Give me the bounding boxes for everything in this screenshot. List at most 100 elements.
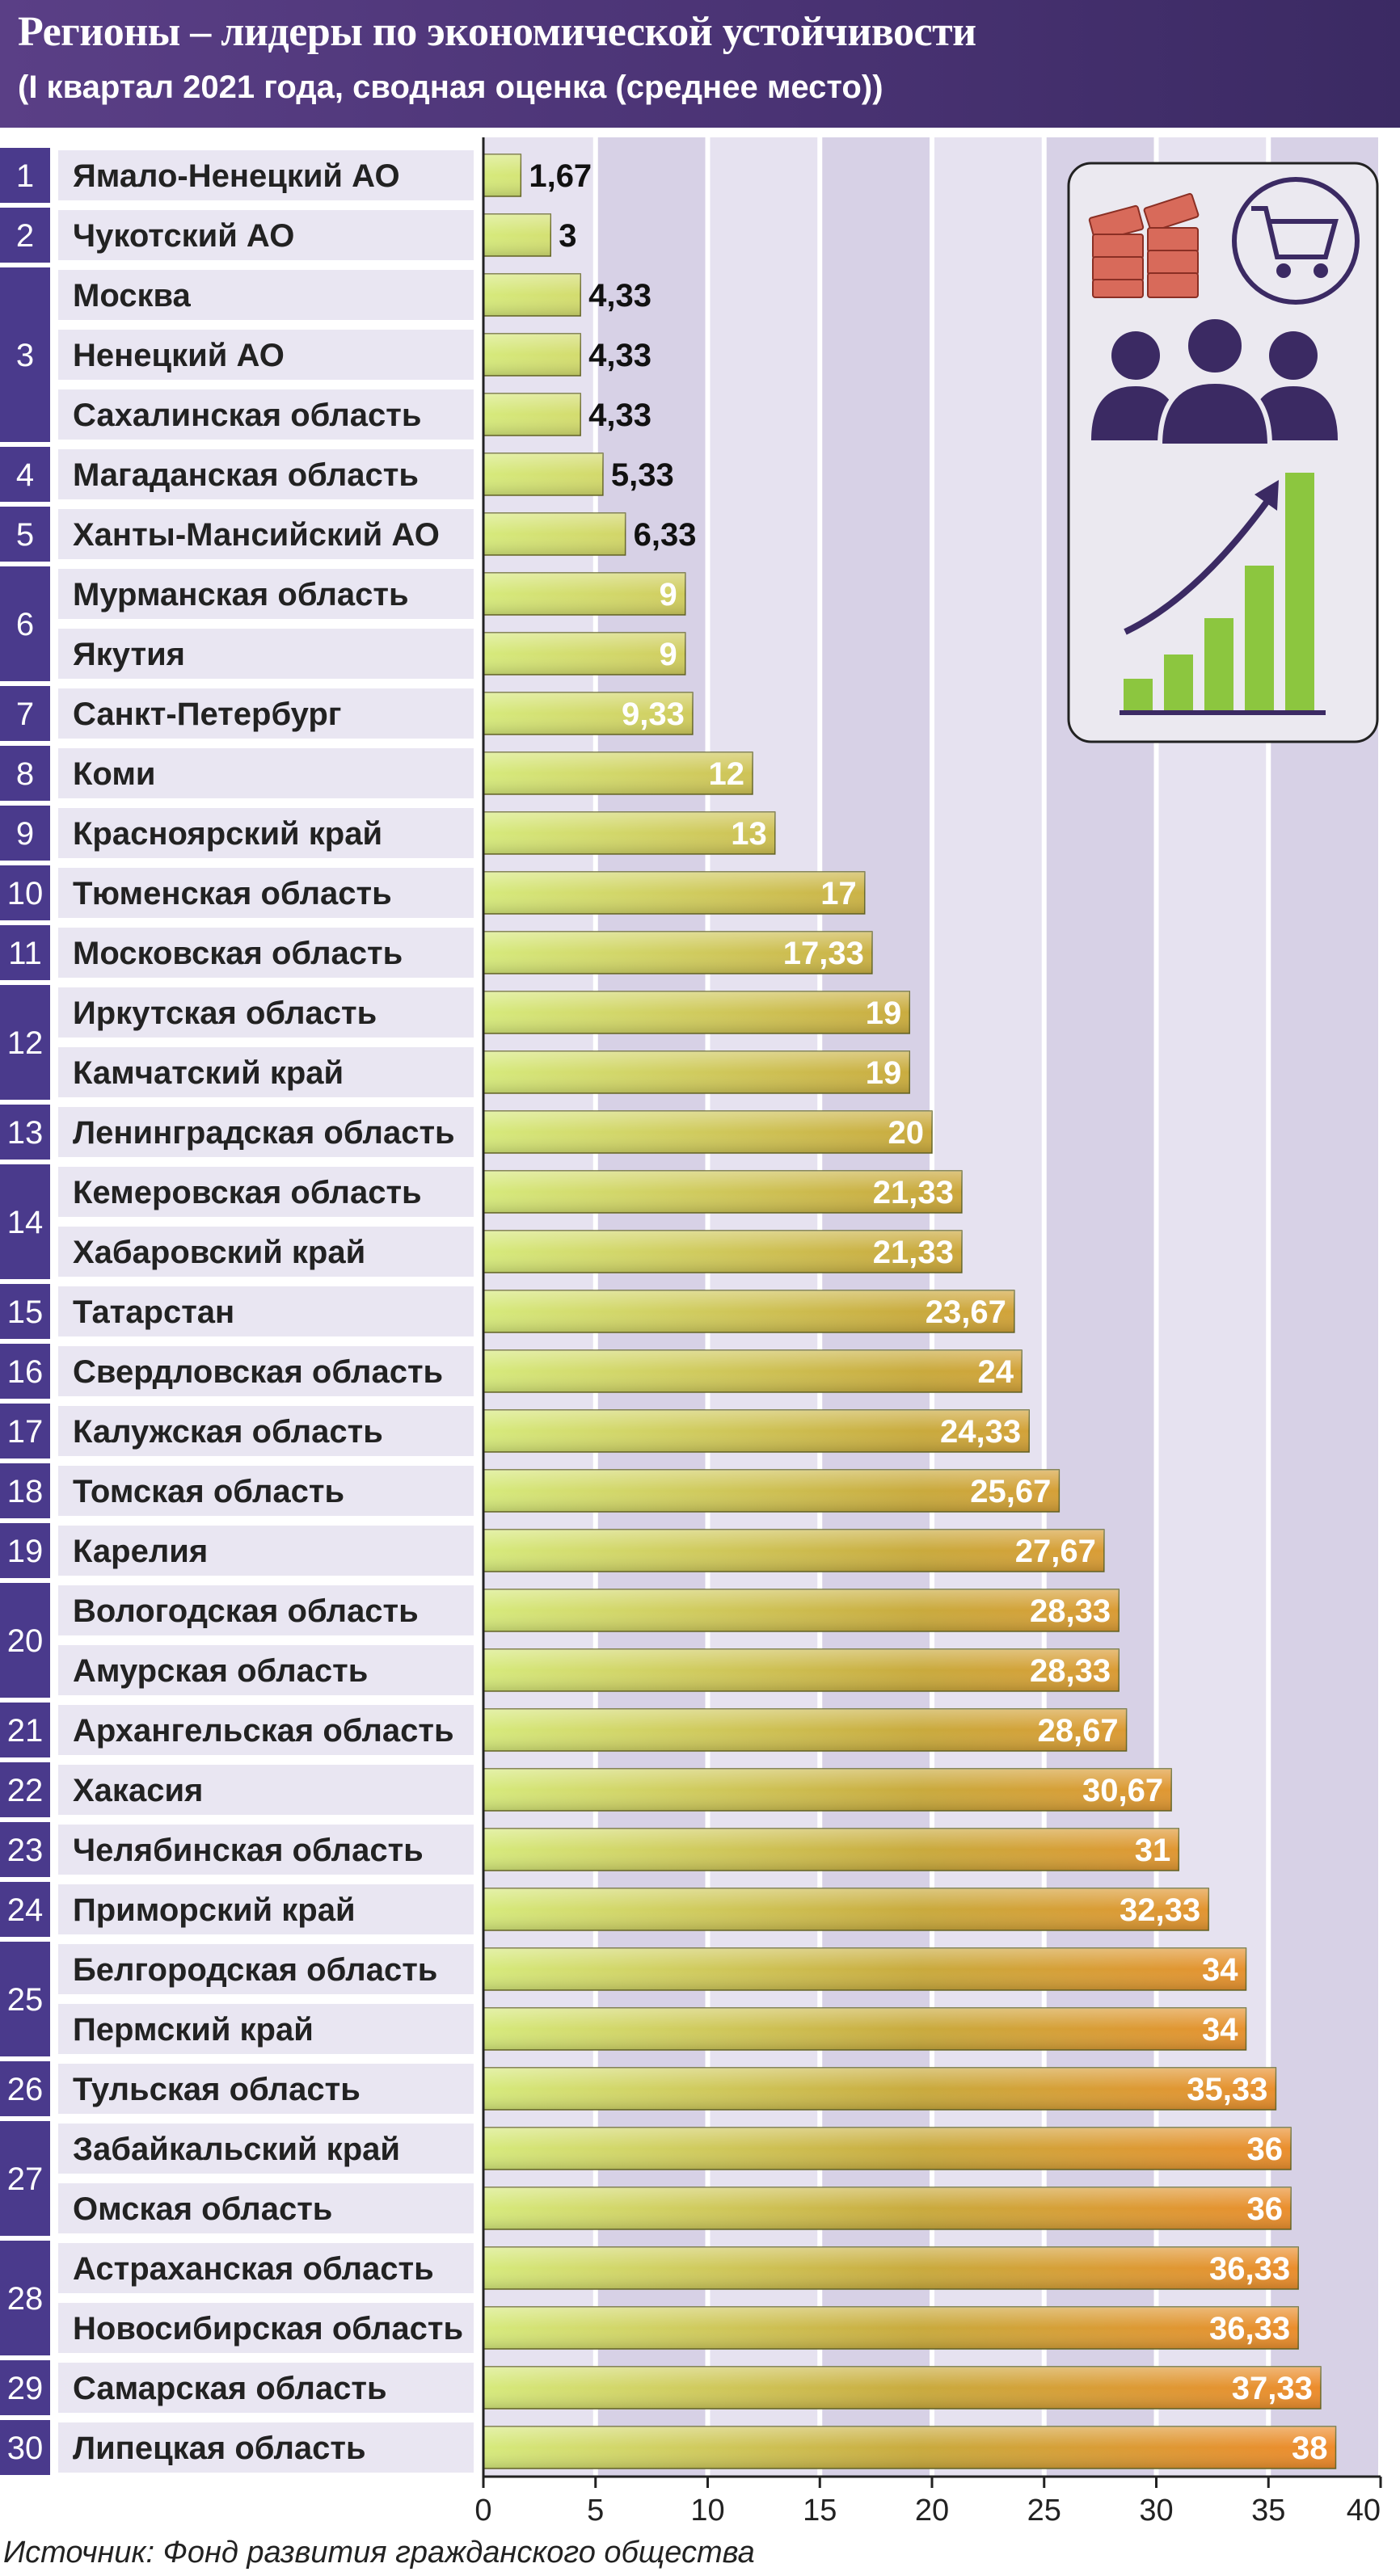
x-tick-label: 30 (1139, 2494, 1173, 2528)
rank-box (0, 686, 50, 741)
rank-box (0, 447, 50, 502)
region-name: Красноярский край (73, 816, 382, 852)
value-label: 36 (1247, 2191, 1284, 2227)
bar-shade (483, 1649, 1120, 1691)
region-name-bg (58, 2243, 474, 2293)
value-label: 37,33 (1232, 2371, 1313, 2406)
region-name: Мурманская область (73, 577, 409, 612)
region-name-bg (58, 1944, 474, 1994)
region-name: Тюменская область (73, 876, 392, 911)
rank-label: 13 (7, 1115, 44, 1151)
region-name-bg (58, 569, 474, 619)
region-name-bg (58, 1227, 474, 1277)
rank-label: 2 (16, 218, 34, 254)
x-tick-label: 10 (690, 2494, 724, 2528)
region-name-bg (58, 2422, 474, 2473)
region-name-bg (58, 1107, 474, 1157)
region-name: Московская область (73, 936, 403, 971)
rank-label: 4 (16, 457, 34, 493)
region-name-bg (58, 330, 474, 380)
region-name-bg (58, 449, 474, 499)
value-label: 3 (559, 218, 576, 254)
value-label: 27,67 (1015, 1534, 1096, 1569)
growth-chart-icon (1120, 473, 1326, 715)
bar-shade (483, 1290, 1014, 1332)
x-tick-label: 40 (1347, 2494, 1381, 2528)
rank-box (0, 566, 50, 681)
region-name: Кемеровская область (73, 1175, 422, 1210)
illustration-panel (1067, 162, 1379, 743)
region-name-bg (58, 1047, 474, 1097)
bar-shade (483, 1948, 1246, 1990)
bar-shade (483, 1111, 932, 1153)
value-label: 17 (820, 876, 857, 911)
bar-shade (483, 1709, 1127, 1751)
value-label: 21,33 (873, 1235, 954, 1270)
region-name: Томская область (73, 1474, 344, 1509)
bar-shade (483, 1888, 1209, 1930)
region-name: Вологодская область (73, 1593, 419, 1629)
value-label: 21,33 (873, 1175, 954, 1210)
value-label: 30,67 (1082, 1773, 1163, 1808)
value-label: 25,67 (970, 1474, 1051, 1509)
rank-label: 3 (16, 338, 34, 373)
region-name-bg (58, 270, 474, 320)
rank-label: 22 (7, 1773, 44, 1808)
region-name: Свердловская область (73, 1354, 443, 1390)
value-label: 20 (888, 1115, 925, 1151)
bar-shade (483, 214, 551, 256)
money-stack-icon (1088, 192, 1200, 298)
region-name-bg (58, 2124, 474, 2174)
region-name: Сахалинская область (73, 398, 421, 433)
value-label: 5,33 (611, 457, 674, 493)
bar-shade (483, 2427, 1336, 2469)
bar-shade (483, 154, 521, 196)
rank-box (0, 1882, 50, 1937)
rank-box (0, 2241, 50, 2355)
rank-label: 14 (7, 1205, 44, 1240)
bar-shade (483, 274, 581, 316)
rank-label: 24 (7, 1892, 44, 1928)
region-name-bg (58, 868, 474, 918)
bar-shade (483, 1530, 1104, 1572)
source-note: Источник: Фонд развития гражданского общ… (3, 2536, 755, 2570)
rank-box (0, 925, 50, 980)
rank-box (0, 2061, 50, 2116)
region-name: Архангельская область (73, 1713, 454, 1749)
x-tick-label: 25 (1027, 2494, 1061, 2528)
region-name: Ямало-Ненецкий АО (73, 158, 400, 194)
x-axis: 0 5 10 15 20 25 30 35 40 (474, 137, 1382, 2528)
x-tick-label: 0 (474, 2494, 491, 2528)
bar-shade (483, 2307, 1299, 2349)
region-name: Омская область (73, 2191, 332, 2227)
x-tick-label: 35 (1251, 2494, 1285, 2528)
region-name-bg (58, 210, 474, 260)
rank-box (0, 1404, 50, 1458)
rank-label: 26 (7, 2072, 44, 2107)
region-name-bg (58, 1765, 474, 1815)
rank-box (0, 208, 50, 263)
region-name: Челябинская область (73, 1833, 424, 1868)
rank-box (0, 865, 50, 920)
rank-label: 25 (7, 1982, 44, 2018)
region-name-bg (58, 1526, 474, 1576)
rank-label: 6 (16, 607, 34, 642)
rank-box (0, 1822, 50, 1877)
rank-label: 10 (7, 876, 44, 911)
rank-box (0, 1463, 50, 1518)
value-label: 9 (660, 637, 677, 672)
value-label: 24 (978, 1354, 1014, 1390)
region-name: Санкт-Петербург (73, 697, 341, 732)
bar-shade (483, 1829, 1179, 1871)
chart-title: Регионы – лидеры по экономической устойч… (18, 9, 976, 55)
rank-label: 1 (16, 158, 34, 194)
bar-shade (483, 394, 581, 436)
rank-box (0, 1583, 50, 1698)
rank-box (0, 507, 50, 562)
region-name-bg (58, 2363, 474, 2413)
region-name: Хабаровский край (73, 1235, 365, 1270)
x-tick-label: 15 (803, 2494, 837, 2528)
value-label: 4,33 (588, 398, 652, 433)
rank-box (0, 985, 50, 1100)
